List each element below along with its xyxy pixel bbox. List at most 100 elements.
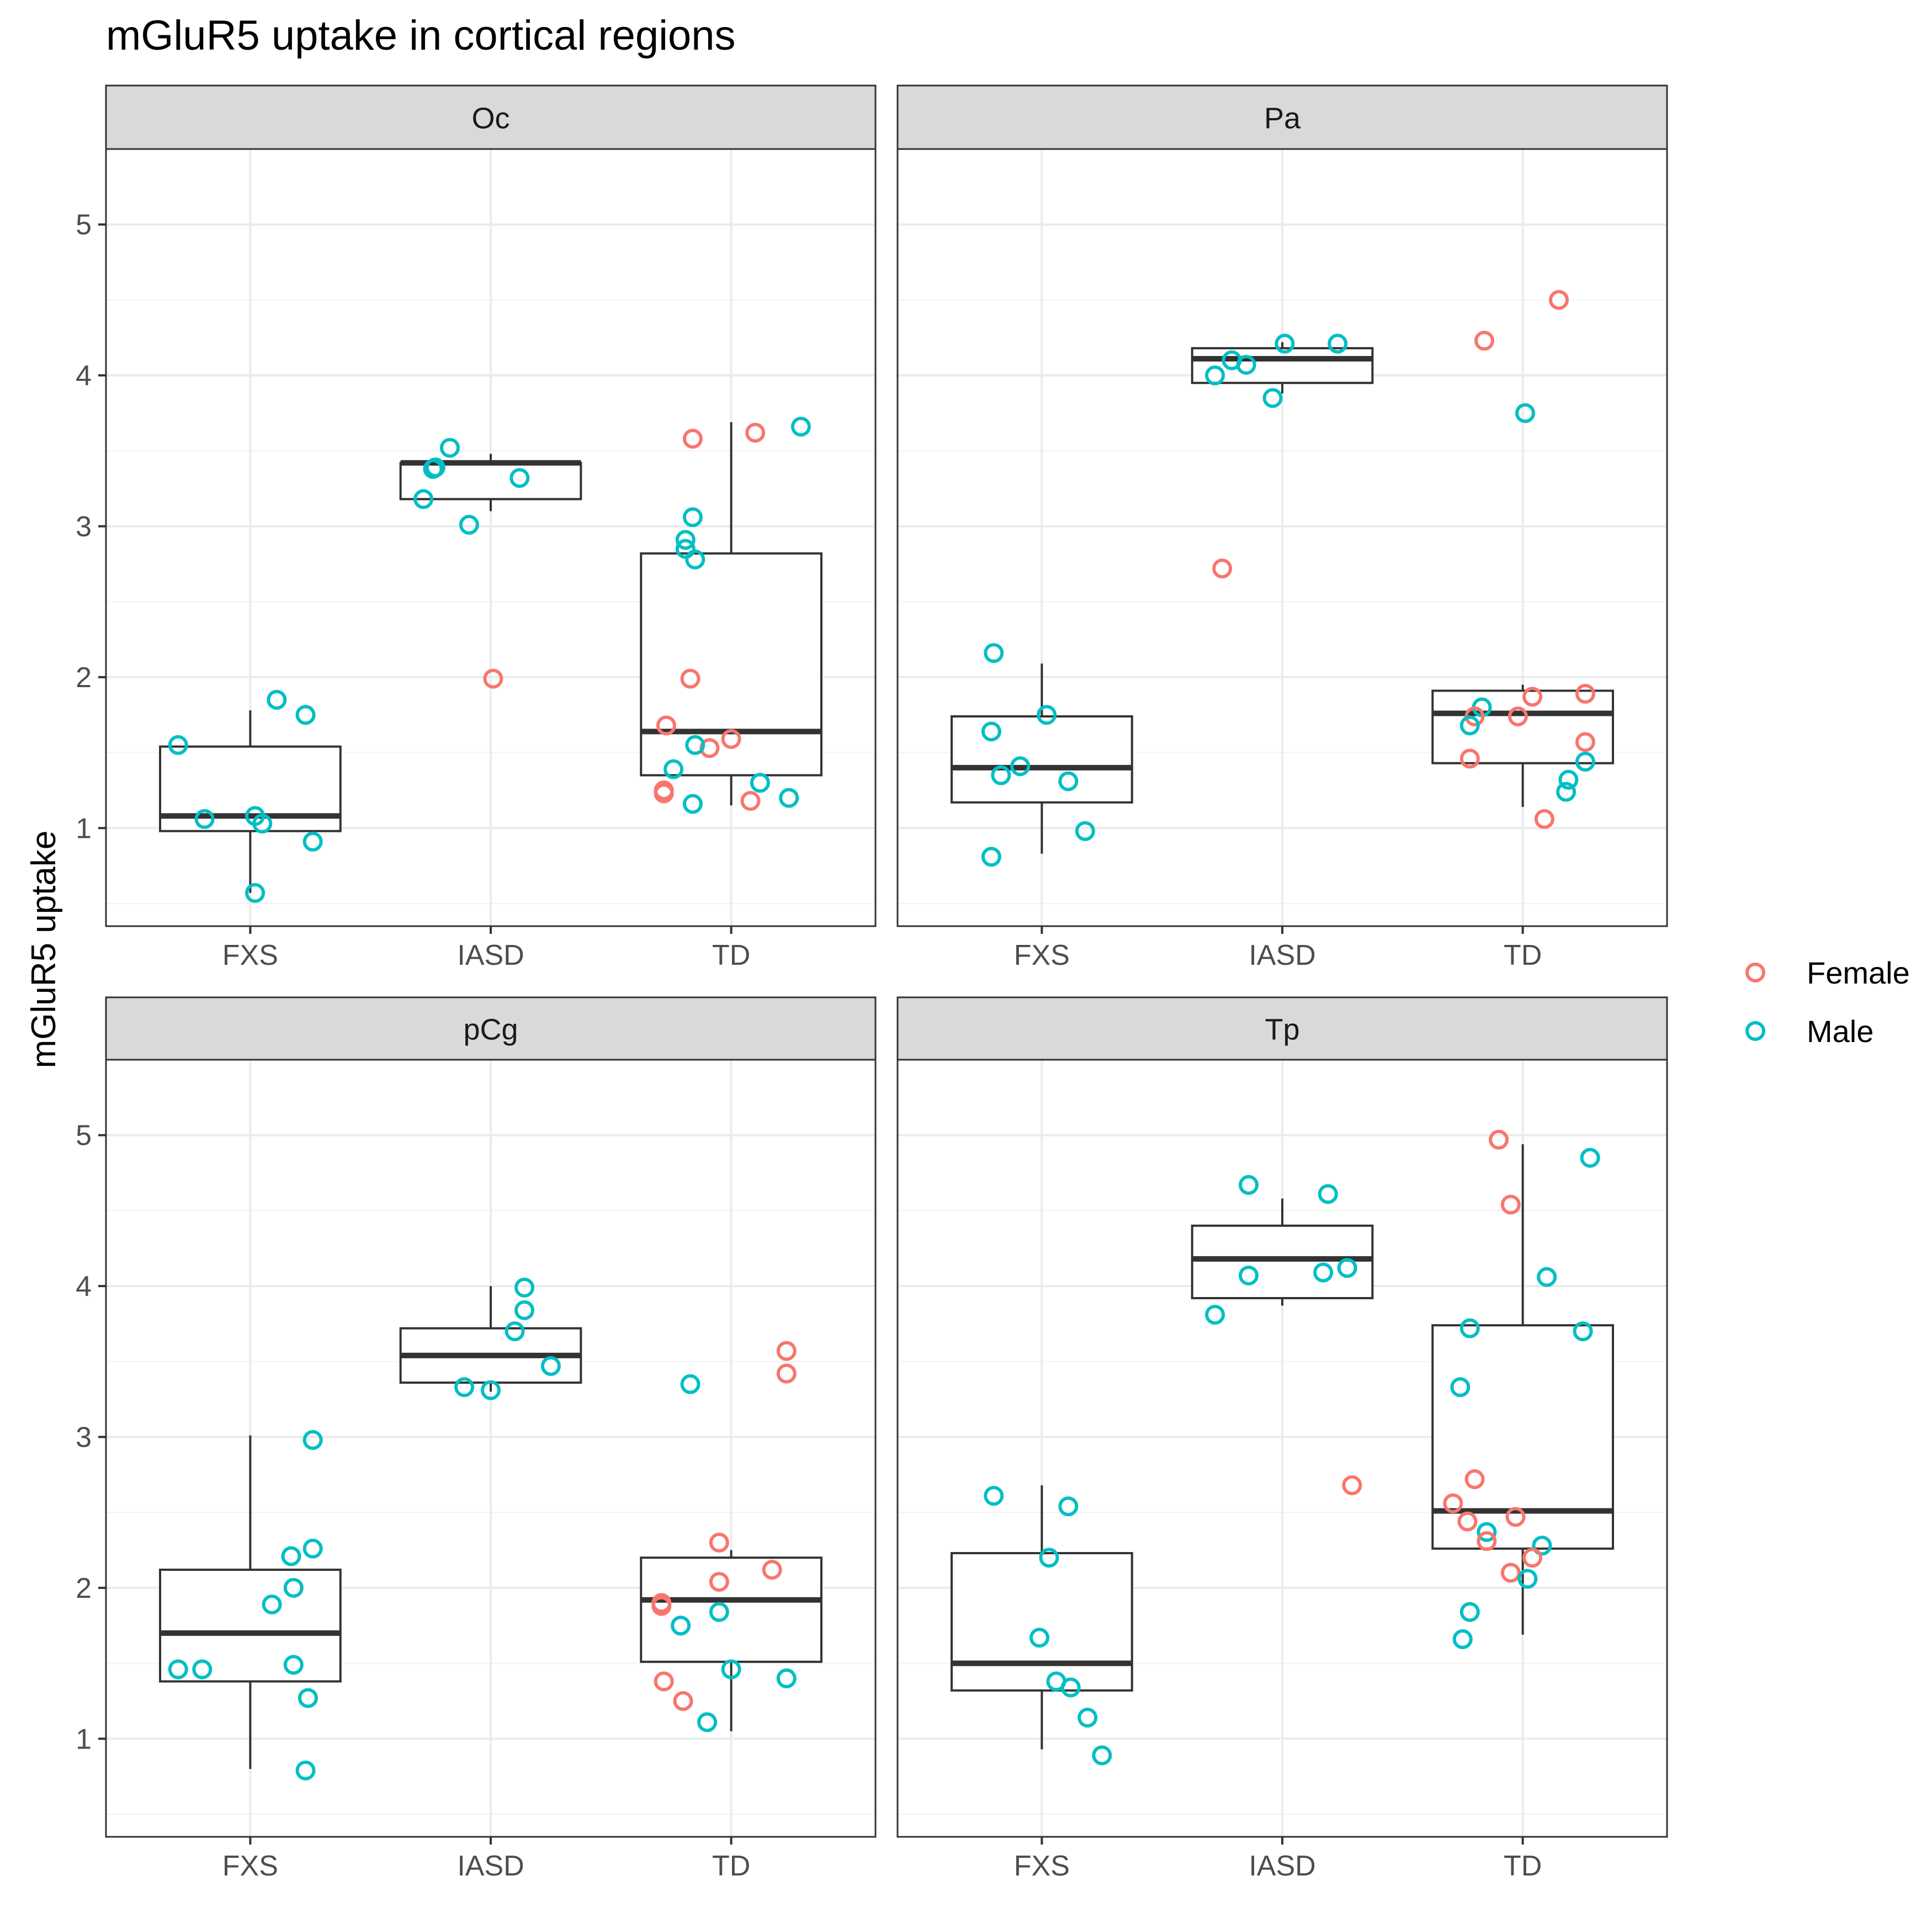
data-point-male — [1459, 1318, 1480, 1338]
box-iqr — [1191, 347, 1374, 384]
x-tick-label: IASD — [1249, 1850, 1315, 1882]
data-point-female — [776, 1363, 797, 1384]
data-point-male — [454, 1377, 475, 1397]
data-point-male — [1318, 1184, 1338, 1204]
y-tick-label: 4 — [76, 1271, 92, 1303]
data-point-male — [779, 788, 799, 808]
data-point-female — [483, 668, 503, 689]
x-tick-label: FXS — [222, 939, 278, 971]
data-point-male — [540, 1356, 561, 1376]
y-tick-label: 5 — [76, 209, 92, 241]
data-point-female — [1459, 748, 1480, 769]
facet-label: Pa — [1264, 102, 1301, 135]
data-point-male — [984, 643, 1004, 663]
x-tick-label: TD — [712, 939, 750, 971]
data-point-female — [1474, 331, 1494, 351]
data-point-male — [298, 1688, 318, 1708]
data-point-male — [1205, 1305, 1225, 1325]
box-iqr — [640, 552, 822, 777]
data-point-male — [1328, 333, 1348, 354]
data-point-male — [1075, 821, 1095, 841]
data-point-male — [1205, 365, 1225, 386]
data-point-male — [295, 1760, 316, 1781]
data-point-male — [1058, 771, 1079, 791]
data-point-male — [281, 1546, 301, 1566]
data-point-male — [1313, 1262, 1334, 1283]
data-point-male — [1459, 715, 1480, 736]
data-point-female — [1500, 1563, 1521, 1583]
data-point-male — [1092, 1745, 1112, 1766]
data-point-female — [1575, 683, 1595, 704]
data-point-male — [413, 489, 434, 509]
data-point-female — [1575, 732, 1595, 752]
data-point-female — [1464, 1469, 1485, 1490]
data-point-male — [1517, 1569, 1538, 1589]
data-point-male — [514, 1300, 534, 1320]
x-tick-label: IASD — [1249, 939, 1315, 971]
data-point-male — [709, 1602, 729, 1622]
data-point-male — [1078, 1708, 1098, 1728]
y-tick-label: 2 — [76, 662, 92, 694]
y-tick-label: 1 — [76, 812, 92, 844]
data-point-male — [685, 549, 705, 570]
data-point-male — [1532, 1535, 1552, 1556]
x-tick-label: FXS — [1014, 939, 1070, 971]
data-point-male — [194, 809, 215, 829]
y-tick-label: 2 — [76, 1572, 92, 1604]
data-point-male — [1573, 1321, 1593, 1342]
data-point-male — [1450, 1377, 1471, 1397]
data-point-male — [439, 438, 460, 458]
data-point-male — [1515, 403, 1535, 423]
box-iqr — [159, 1569, 342, 1683]
data-point-female — [762, 1560, 782, 1580]
x-tick-label: IASD — [457, 1850, 524, 1882]
data-point-female — [1522, 687, 1543, 707]
data-point-male — [267, 689, 287, 710]
data-point-male — [1580, 1147, 1600, 1168]
facet-panels: Oc FXS IASD TD 1 2 3 4 5 Pa FXS IASD TD pCg FXS IASD TD 1… — [76, 84, 1668, 1882]
panel-Oc: Oc FXS IASD TD 1 2 3 4 5 — [76, 84, 877, 971]
data-point-male — [1558, 769, 1579, 790]
data-point-female — [656, 715, 677, 736]
data-point-female — [1500, 1194, 1521, 1215]
legend-entry-female: Female — [1745, 955, 1910, 990]
data-point-male — [1452, 1629, 1473, 1649]
box-iqr — [1191, 1224, 1374, 1299]
facet-label: Tp — [1265, 1013, 1299, 1046]
y-tick-label: 3 — [76, 511, 92, 543]
data-point-male — [1239, 1175, 1259, 1195]
data-point-male — [1010, 756, 1031, 777]
data-point-female — [721, 729, 741, 749]
data-point-female — [1505, 1507, 1526, 1527]
data-point-female — [682, 428, 703, 449]
data-point-female — [709, 1571, 729, 1592]
y-tick-label: 4 — [76, 360, 92, 392]
data-point-male — [252, 814, 273, 834]
data-point-male — [675, 530, 696, 550]
data-point-male — [682, 507, 703, 528]
facet-strip — [105, 996, 877, 1061]
data-point-male — [1060, 1677, 1081, 1698]
data-point-male — [168, 1659, 188, 1680]
data-point-male — [295, 705, 316, 725]
data-point-male — [721, 1659, 741, 1680]
data-point-male — [1039, 1548, 1059, 1568]
data-point-male — [664, 759, 684, 779]
data-point-male — [302, 831, 323, 852]
data-point-male — [776, 1668, 797, 1688]
data-point-male — [1575, 751, 1595, 772]
data-point-female — [654, 783, 674, 804]
data-point-male — [1037, 705, 1057, 725]
data-point-male — [192, 1659, 213, 1680]
data-point-male — [509, 468, 530, 488]
data-point-male — [1477, 1522, 1497, 1542]
data-point-female — [1457, 1511, 1478, 1532]
x-tick-label: FXS — [1014, 1850, 1070, 1882]
data-point-female — [740, 791, 761, 811]
data-point-male — [1275, 333, 1295, 354]
data-point-female — [1342, 1475, 1362, 1495]
facet-label: Oc — [471, 102, 509, 135]
data-point-male — [1537, 1267, 1557, 1287]
data-point-male — [1337, 1258, 1357, 1278]
